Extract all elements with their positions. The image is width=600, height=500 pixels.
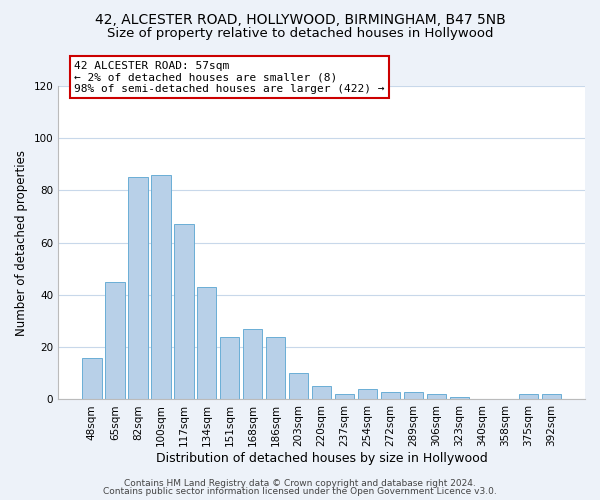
Bar [220,336,239,400]
Text: 42 ALCESTER ROAD: 57sqm
← 2% of detached houses are smaller (8)
98% of semi-deta: 42 ALCESTER ROAD: 57sqm ← 2% of detached… [74,60,385,94]
Text: Size of property relative to detached houses in Hollywood: Size of property relative to detached ho… [107,28,493,40]
Text: Contains HM Land Registry data © Crown copyright and database right 2024.: Contains HM Land Registry data © Crown c… [124,478,476,488]
Bar [289,374,308,400]
Bar [358,389,377,400]
Text: Contains public sector information licensed under the Open Government Licence v3: Contains public sector information licen… [103,487,497,496]
Bar [174,224,194,400]
Bar [381,392,400,400]
Bar [542,394,561,400]
Text: 42, ALCESTER ROAD, HOLLYWOOD, BIRMINGHAM, B47 5NB: 42, ALCESTER ROAD, HOLLYWOOD, BIRMINGHAM… [95,12,505,26]
Bar [197,287,217,400]
Bar [82,358,101,400]
X-axis label: Distribution of detached houses by size in Hollywood: Distribution of detached houses by size … [156,452,487,465]
Bar [449,397,469,400]
Bar [266,336,286,400]
Bar [427,394,446,400]
Bar [243,329,262,400]
Bar [312,386,331,400]
Bar [128,178,148,400]
Bar [335,394,355,400]
Bar [105,282,125,400]
Bar [518,394,538,400]
Bar [151,174,170,400]
Y-axis label: Number of detached properties: Number of detached properties [15,150,28,336]
Bar [404,392,423,400]
